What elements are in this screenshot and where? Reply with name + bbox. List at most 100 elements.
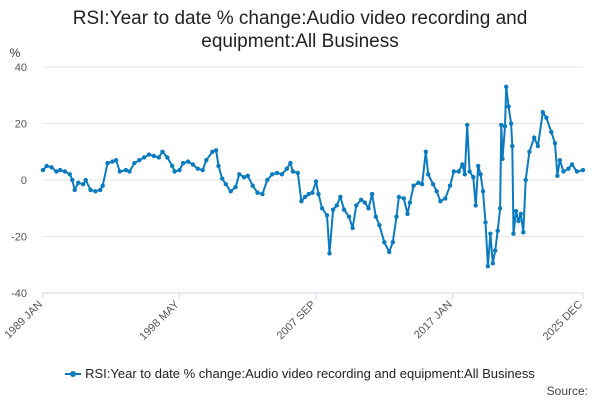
data-point[interactable]: [190, 162, 196, 167]
data-point[interactable]: [181, 160, 186, 166]
data-point[interactable]: [438, 199, 443, 204]
data-point[interactable]: [62, 169, 68, 174]
data-point[interactable]: [430, 182, 436, 187]
data-point[interactable]: [407, 200, 413, 205]
data-point[interactable]: [574, 169, 580, 174]
data-point[interactable]: [177, 167, 182, 173]
data-point[interactable]: [460, 162, 465, 167]
data-point[interactable]: [310, 190, 315, 195]
data-point[interactable]: [316, 191, 321, 197]
data-point[interactable]: [358, 197, 364, 202]
data-point[interactable]: [105, 160, 110, 166]
data-point[interactable]: [485, 264, 491, 269]
data-point[interactable]: [228, 189, 233, 194]
data-point[interactable]: [516, 218, 521, 224]
data-point[interactable]: [127, 169, 132, 174]
data-point[interactable]: [346, 214, 352, 219]
data-point[interactable]: [396, 194, 402, 200]
data-point[interactable]: [54, 169, 59, 174]
data-point[interactable]: [480, 189, 486, 194]
data-point[interactable]: [504, 84, 509, 90]
data-point[interactable]: [185, 159, 191, 164]
data-point[interactable]: [451, 169, 456, 174]
data-point[interactable]: [241, 175, 247, 180]
data-point[interactable]: [557, 158, 562, 163]
data-point[interactable]: [369, 191, 375, 197]
data-point[interactable]: [488, 231, 493, 236]
data-point[interactable]: [113, 158, 119, 163]
data-point[interactable]: [513, 208, 519, 214]
data-point[interactable]: [334, 203, 339, 208]
data-point[interactable]: [423, 149, 428, 154]
data-point[interactable]: [255, 190, 260, 195]
data-point[interactable]: [555, 173, 560, 178]
data-point[interactable]: [382, 240, 387, 245]
data-point[interactable]: [493, 248, 498, 253]
data-point[interactable]: [72, 187, 77, 193]
data-point[interactable]: [497, 206, 503, 211]
data-point[interactable]: [223, 182, 228, 187]
data-point[interactable]: [566, 166, 571, 171]
data-point[interactable]: [195, 166, 200, 171]
data-point[interactable]: [387, 249, 392, 255]
data-point[interactable]: [416, 180, 421, 185]
data-point[interactable]: [535, 143, 541, 149]
data-point[interactable]: [284, 166, 289, 171]
data-point[interactable]: [471, 175, 476, 180]
data-point[interactable]: [476, 163, 481, 169]
data-point[interactable]: [302, 194, 308, 200]
data-point[interactable]: [500, 156, 505, 161]
data-point[interactable]: [394, 214, 399, 219]
data-point[interactable]: [426, 172, 431, 177]
data-point[interactable]: [98, 187, 103, 193]
data-point[interactable]: [532, 135, 537, 140]
data-point[interactable]: [377, 223, 382, 228]
data-point[interactable]: [210, 149, 215, 154]
data-point[interactable]: [204, 158, 209, 163]
data-point[interactable]: [200, 167, 205, 173]
data-point[interactable]: [270, 172, 275, 177]
data-point[interactable]: [110, 159, 115, 164]
data-point[interactable]: [483, 220, 488, 225]
data-point[interactable]: [506, 104, 511, 109]
data-point[interactable]: [434, 189, 439, 194]
data-point[interactable]: [83, 177, 88, 183]
data-point[interactable]: [237, 172, 242, 177]
data-point[interactable]: [478, 172, 483, 177]
data-point[interactable]: [473, 203, 478, 208]
data-point[interactable]: [132, 160, 137, 166]
data-point[interactable]: [411, 183, 416, 188]
data-point[interactable]: [462, 172, 467, 177]
data-point[interactable]: [405, 211, 410, 217]
data-point[interactable]: [165, 155, 170, 160]
data-point[interactable]: [81, 182, 86, 187]
data-point[interactable]: [544, 115, 549, 121]
data-point[interactable]: [57, 167, 63, 173]
data-point[interactable]: [156, 155, 161, 160]
data-point[interactable]: [213, 148, 219, 153]
data-point[interactable]: [324, 213, 330, 218]
data-point[interactable]: [160, 149, 165, 154]
data-point[interactable]: [265, 177, 270, 183]
data-point[interactable]: [511, 231, 516, 236]
data-point[interactable]: [465, 122, 470, 128]
data-point[interactable]: [499, 122, 504, 128]
data-point[interactable]: [390, 240, 395, 245]
data-point[interactable]: [540, 110, 545, 115]
data-point[interactable]: [76, 180, 81, 185]
data-point[interactable]: [354, 203, 359, 208]
data-point[interactable]: [327, 251, 332, 256]
data-point[interactable]: [362, 200, 367, 205]
data-point[interactable]: [552, 141, 558, 146]
data-point[interactable]: [49, 165, 54, 170]
data-point[interactable]: [70, 177, 75, 183]
data-point[interactable]: [521, 230, 526, 235]
data-point[interactable]: [123, 167, 129, 173]
data-point[interactable]: [508, 121, 514, 126]
data-point[interactable]: [170, 163, 175, 169]
data-point[interactable]: [502, 124, 508, 129]
data-point[interactable]: [561, 169, 566, 174]
data-point[interactable]: [490, 261, 495, 266]
data-point[interactable]: [401, 196, 406, 201]
data-point[interactable]: [117, 169, 123, 174]
